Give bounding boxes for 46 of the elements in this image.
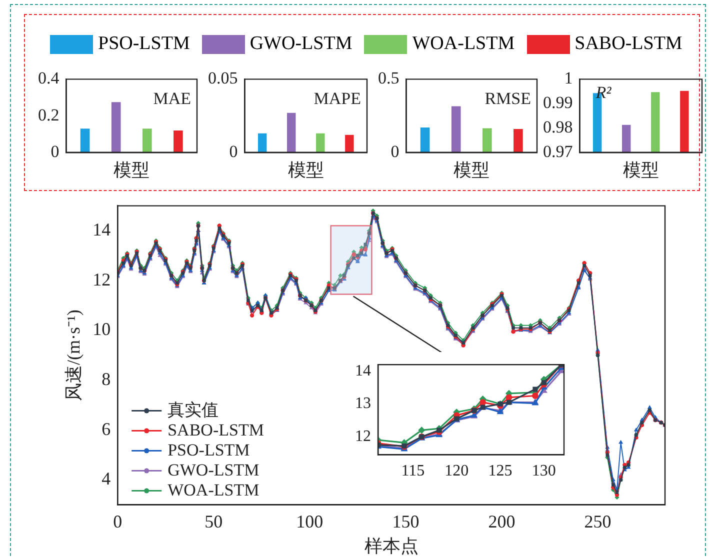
x-tick-label: 150	[392, 511, 420, 532]
legend-label: 真实值	[168, 400, 219, 420]
y-tick-label: 0.98	[543, 117, 573, 136]
legend-label: GWO-LSTM	[168, 460, 260, 480]
x-axis-title: 模型	[454, 160, 490, 180]
text: RMSE	[484, 89, 531, 108]
text: MAE	[153, 89, 191, 108]
y-tick-label: 6	[102, 418, 111, 439]
legend-label: SABO-LSTM	[574, 33, 682, 55]
y-tick-label: 10	[92, 319, 111, 340]
chart-title: R²	[594, 83, 612, 102]
x-tick-label: 200	[488, 511, 516, 532]
legend-label: WOA-LSTM	[168, 480, 260, 500]
y-tick-label: 0	[50, 142, 60, 161]
y-tick-label: 13	[355, 395, 371, 412]
y-tick-label: 0.5	[378, 68, 400, 88]
x-tick-label: 100	[296, 511, 324, 532]
y-axis-title: 风速/(m·s⁻¹)	[64, 310, 84, 401]
y-tick-label: 14	[355, 362, 371, 380]
text: MAPE	[314, 89, 361, 108]
legend-label: PSO-LSTM	[168, 440, 250, 460]
legend-label: WOA-LSTM	[412, 33, 515, 55]
x-tick-label: 115	[401, 462, 425, 480]
x-axis-title: 模型	[288, 160, 324, 180]
y-tick-label: 0.99	[543, 93, 573, 112]
x-axis-title: 模型	[622, 160, 659, 180]
x-tick-label: 250	[584, 511, 612, 532]
y-tick-label: 0.97	[543, 142, 574, 161]
y-tick-label: 14	[92, 219, 111, 240]
y-tick-label: 0.05	[208, 68, 238, 88]
legend-label: GWO-LSTM	[250, 33, 352, 55]
x-tick-label: 125	[488, 462, 512, 480]
x-axis-title: 模型	[114, 160, 150, 180]
y-tick-label: 0.2	[38, 105, 60, 124]
x-tick-label: 120	[444, 462, 469, 480]
y-tick-label: 1	[564, 68, 573, 88]
x-tick-label: 50	[204, 511, 223, 532]
y-tick-label: 12	[355, 428, 371, 445]
y-tick-label: 8	[102, 368, 111, 389]
legend-label: PSO-LSTM	[98, 33, 190, 55]
x-tick-label: 130	[532, 462, 556, 480]
legend-label: SABO-LSTM	[168, 420, 264, 440]
y-tick-label: 12	[92, 269, 111, 290]
x-axis-title: 样本点	[364, 536, 418, 556]
y-tick-label: 0.4	[38, 68, 60, 88]
y-tick-label: 4	[102, 468, 111, 489]
